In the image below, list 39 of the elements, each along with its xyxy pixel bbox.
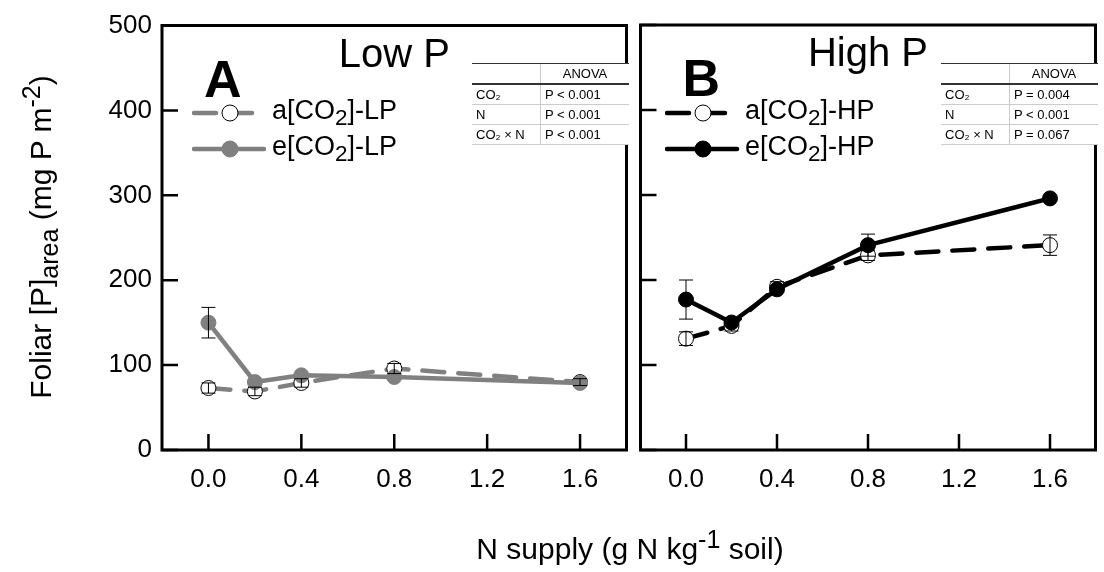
annotation: P = 0.067: [1009, 124, 1098, 145]
x-tick-label: 0.4: [758, 462, 796, 493]
x-tick-label: 0.0: [667, 462, 705, 493]
annotation: N: [472, 104, 541, 125]
annotation: P < 0.001: [540, 84, 629, 105]
annotation: CO₂ × N: [472, 124, 541, 145]
annotation: CO₂: [941, 84, 1010, 105]
y-tick-label: 0: [137, 433, 152, 464]
x-tick-label: 1.6: [561, 462, 599, 493]
y-tick-label: 400: [108, 93, 152, 124]
annotation: CO₂: [472, 84, 541, 105]
x-tick-label: 1.6: [1031, 462, 1069, 493]
annotation: CO₂ × N: [941, 124, 1010, 145]
annotation: P < 0.001: [1009, 104, 1098, 125]
chart-title: High P: [807, 30, 929, 75]
annotation: N: [941, 104, 1010, 125]
x-axis-title: N supply (g N kg$^{-1}$ soil): [476, 525, 784, 566]
annotation: P = 0.004: [1009, 84, 1098, 105]
annotation: P < 0.001: [540, 104, 629, 125]
annotation: A: [204, 49, 242, 108]
legend-label: e[CO$_{2}$]-HP: [745, 130, 875, 168]
x-tick-label: 1.2: [940, 462, 978, 493]
legend-label: a[CO$_{2}$]-HP: [745, 94, 875, 132]
annotation: P < 0.001: [540, 124, 629, 145]
y-tick-label: 300: [108, 178, 152, 209]
annotation: ANOVA: [540, 63, 629, 84]
legend-label: a[CO$_{2}$]-LP: [272, 94, 398, 132]
x-tick-label: 0.0: [190, 462, 227, 493]
y-tick-label: 200: [108, 263, 152, 294]
y-tick-label: 500: [108, 8, 152, 39]
x-tick-label: 0.8: [849, 462, 887, 493]
x-tick-label: 1.2: [469, 462, 506, 493]
x-tick-label: 0.8: [376, 462, 413, 493]
legend-label: e[CO$_{2}$]-LP: [272, 130, 398, 168]
x-tick-label: 0.4: [283, 462, 320, 493]
annotation: ANOVA: [1009, 63, 1098, 84]
chart-title: Low P: [338, 30, 450, 75]
annotation: B: [682, 49, 721, 108]
y-tick-label: 100: [108, 348, 152, 379]
